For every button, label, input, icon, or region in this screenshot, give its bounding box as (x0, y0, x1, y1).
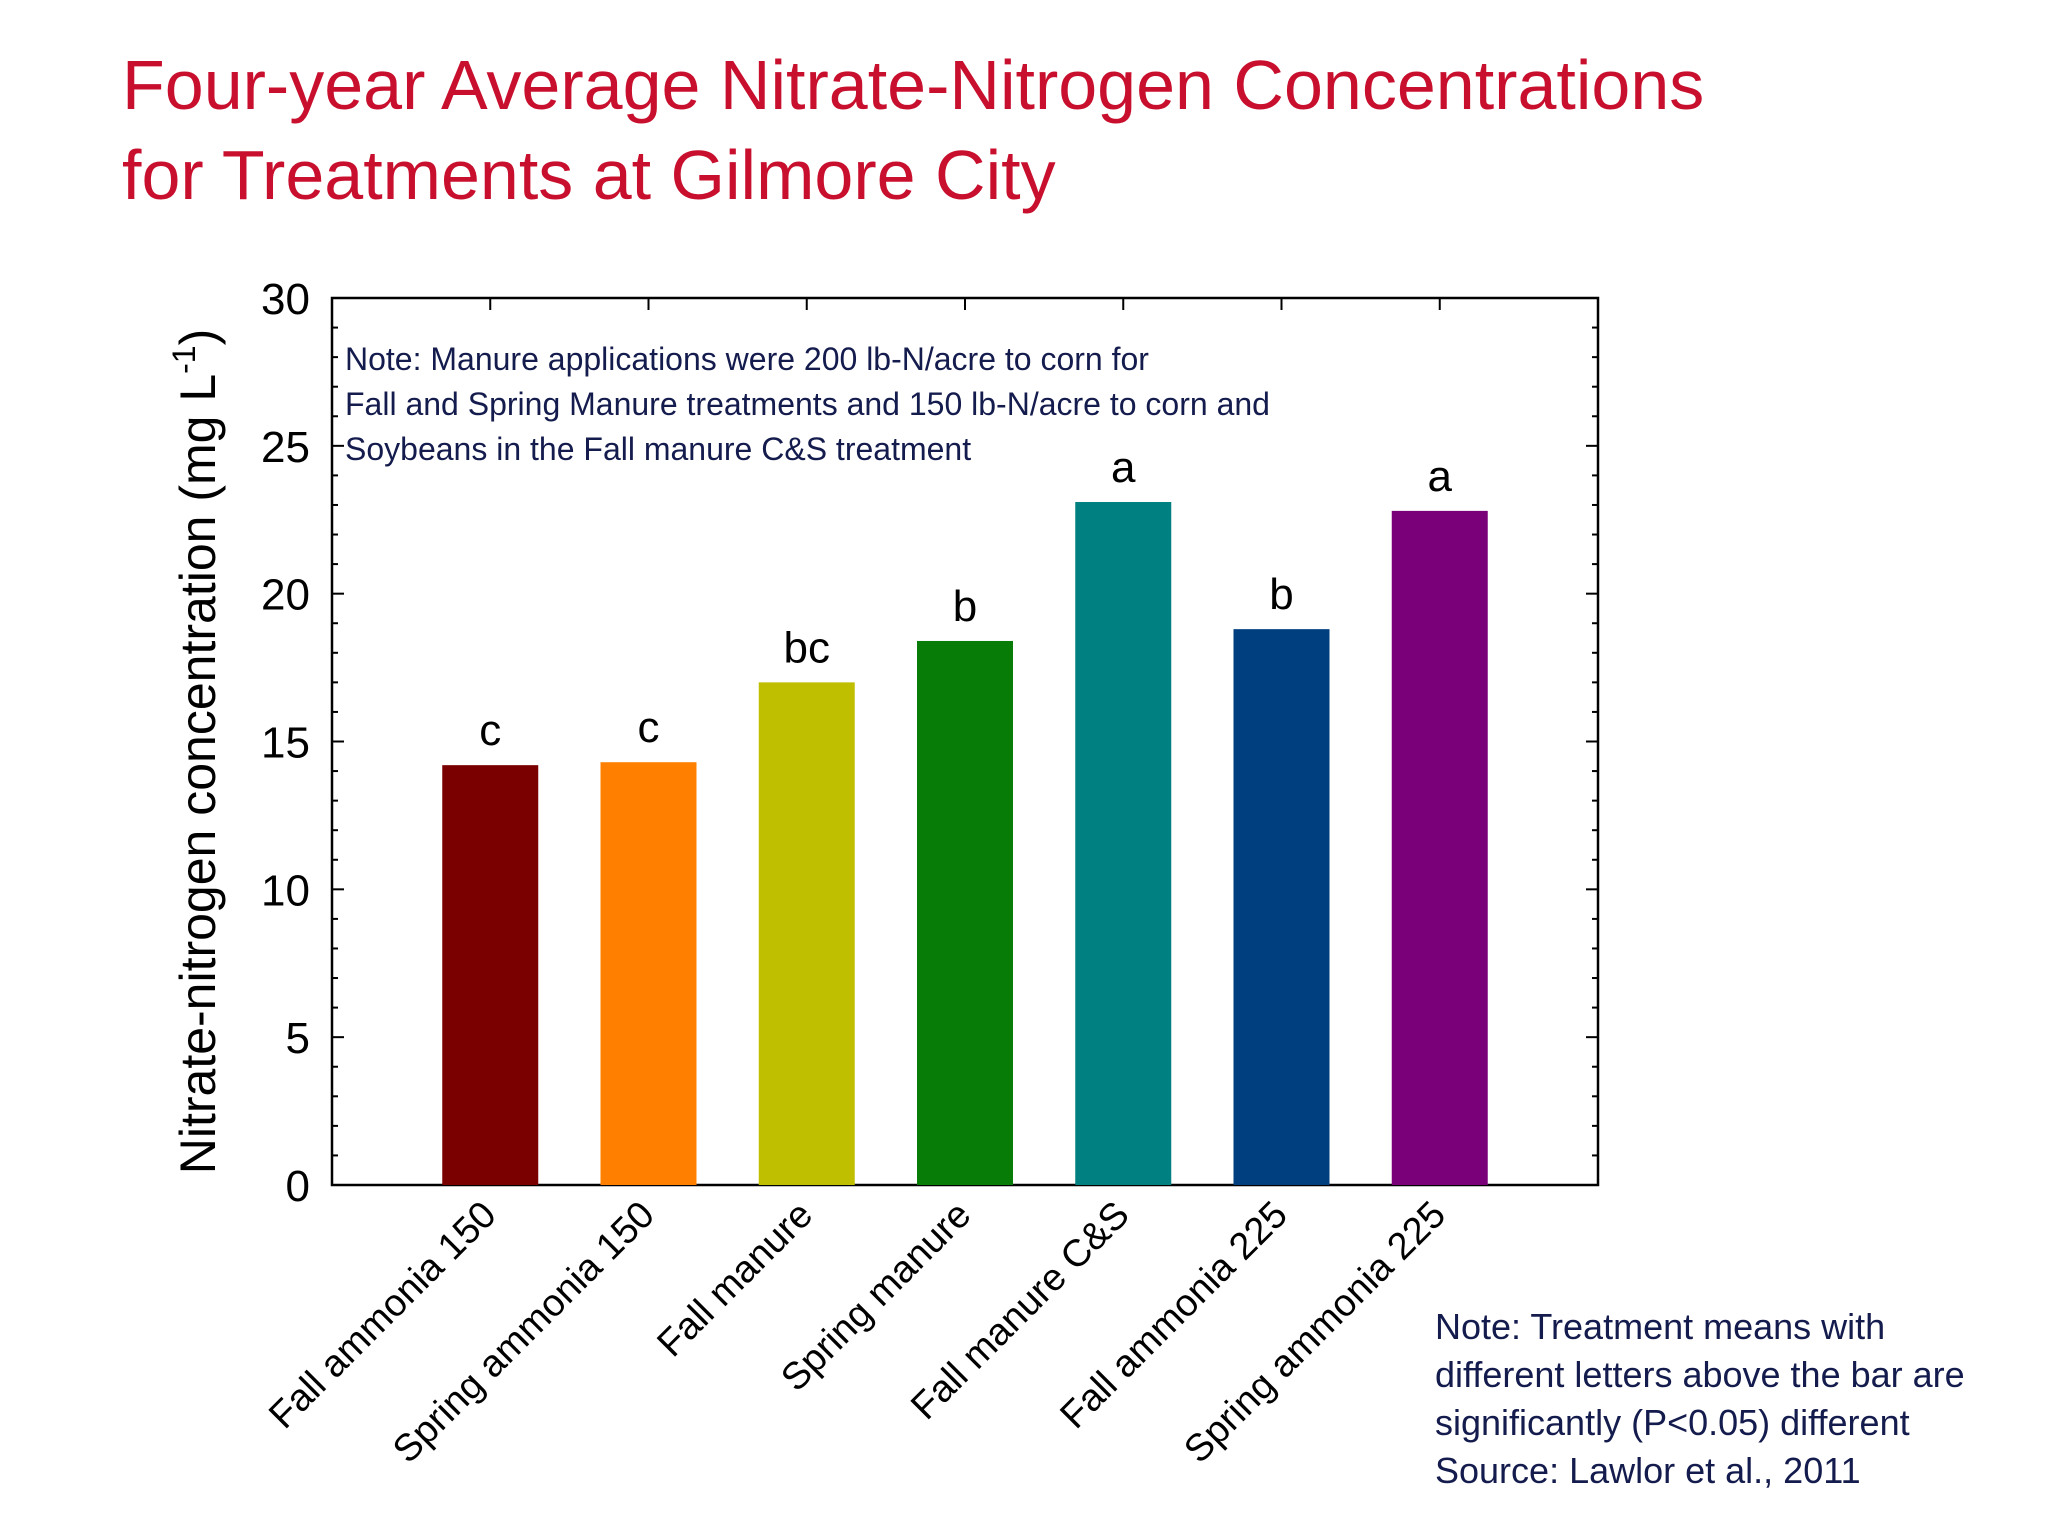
significance-letter: a (1428, 452, 1453, 501)
y-tick-label: 15 (261, 719, 310, 768)
chart-note-line: Note: Manure applications were 200 lb-N/… (345, 341, 1149, 377)
x-tick-label: Spring ammonia 225 (1176, 1194, 1454, 1472)
x-tick-label: Fall manure (650, 1194, 822, 1366)
y-axis-title: Nitrate-nitrogen concentration (mg L-1) (166, 329, 226, 1175)
bars (442, 502, 1488, 1185)
y-tick-label: 10 (261, 866, 310, 915)
x-tick-label: Spring ammonia 150 (385, 1194, 663, 1472)
slide-title: Four-year Average Nitrate-Nitrogen Conce… (122, 40, 2002, 220)
bar (758, 682, 855, 1185)
y-tick-label: 30 (261, 275, 310, 324)
slide-title-line-2: for Treatments at Gilmore City (122, 136, 1056, 214)
bar (1391, 510, 1488, 1185)
bar (442, 765, 539, 1185)
y-axis-title-superscript: -1 (166, 345, 202, 373)
y-tick-label: 5 (286, 1014, 310, 1063)
slide-title-line-1: Four-year Average Nitrate-Nitrogen Conce… (122, 46, 1705, 124)
significance-letter: bc (784, 623, 830, 672)
y-tick-labels: 0 5 10 15 20 25 30 (261, 275, 310, 1211)
significance-letter: c (638, 703, 660, 752)
bar (1233, 629, 1330, 1185)
y-axis-title-main: Nitrate-nitrogen concentration (mg L (170, 374, 226, 1174)
bar (917, 640, 1013, 1185)
footnote-line: significantly (P<0.05) different (1435, 1402, 1910, 1443)
y-axis-label: Nitrate-nitrogen concentration (mg L-1) (166, 329, 226, 1175)
footnote-line: different letters above the bar are (1435, 1354, 1965, 1395)
footnote-line: Note: Treatment means with (1435, 1306, 1886, 1347)
chart-note-line: Fall and Spring Manure treatments and 15… (345, 386, 1270, 422)
chart-note: Note: Manure applications were 200 lb-N/… (345, 341, 1270, 467)
significance-letter: b (953, 582, 977, 631)
y-axis-title-end: ) (170, 329, 226, 346)
y-tick-label: 0 (286, 1162, 310, 1211)
significance-letter: a (1111, 443, 1136, 492)
chart-note-line: Soybeans in the Fall manure C&S treatmen… (345, 431, 971, 467)
significance-letters: c c bc b a b a (479, 443, 1452, 755)
footnote: Note: Treatment means with different let… (1435, 1303, 1965, 1495)
bar (600, 762, 697, 1185)
y-tick-label: 20 (261, 571, 310, 620)
bar (1075, 502, 1172, 1185)
source-line: Source: Lawlor et al., 2011 (1435, 1450, 1861, 1491)
y-tick-label: 25 (261, 423, 310, 472)
significance-letter: b (1269, 570, 1293, 619)
significance-letter: c (479, 706, 501, 755)
